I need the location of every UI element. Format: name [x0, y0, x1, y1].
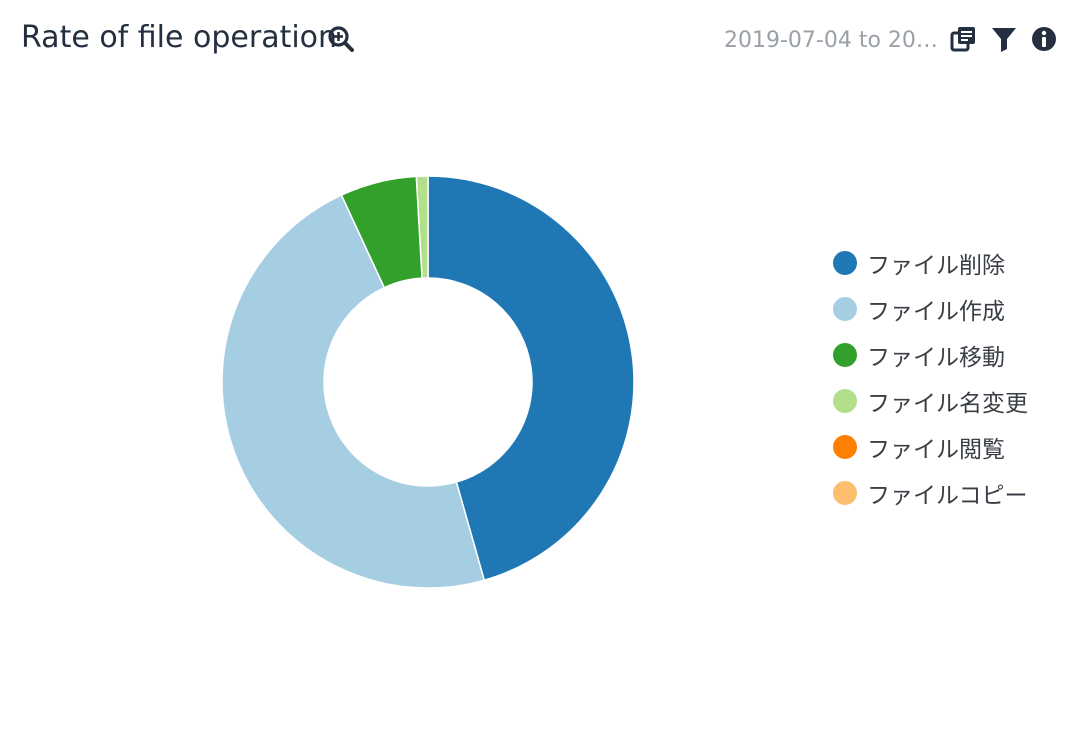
- chart-title: Rate of file operation: [21, 20, 338, 55]
- legend-label: ファイル閲覧: [867, 437, 1005, 463]
- chart-area: ファイル削除 ファイル作成 ファイル移動 ファイル名変更 ファイル閲覧 ファイルコピー: [0, 80, 1084, 736]
- legend-item[interactable]: ファイル閲覧: [833, 424, 1073, 470]
- date-range[interactable]: 2019-07-04 to 201…: [724, 28, 938, 53]
- donut-slice[interactable]: [221, 194, 486, 589]
- legend-item[interactable]: ファイル作成: [833, 286, 1073, 332]
- legend-swatch: [833, 297, 857, 321]
- legend-label: ファイル削除: [867, 253, 1005, 279]
- legend-item[interactable]: ファイル名変更: [833, 378, 1073, 424]
- info-icon[interactable]: [1030, 25, 1058, 53]
- donut-slice[interactable]: [415, 175, 429, 279]
- legend-label: ファイル名変更: [867, 391, 1028, 417]
- legend-item[interactable]: ファイルコピー: [833, 470, 1073, 516]
- legend-swatch: [833, 435, 857, 459]
- legend-label: ファイル移動: [867, 345, 1005, 371]
- legend-label: ファイル作成: [867, 299, 1005, 325]
- legend-swatch: [833, 251, 857, 275]
- donut-chart: [221, 175, 635, 589]
- legend-item[interactable]: ファイル削除: [833, 240, 1073, 286]
- chart-legend: ファイル削除 ファイル作成 ファイル移動 ファイル名変更 ファイル閲覧 ファイルコピー: [833, 240, 1073, 516]
- legend-swatch: [833, 481, 857, 505]
- legend-swatch: [833, 389, 857, 413]
- copy-icon[interactable]: [950, 25, 978, 53]
- filter-icon[interactable]: [990, 25, 1018, 53]
- legend-item[interactable]: ファイル移動: [833, 332, 1073, 378]
- legend-label: ファイルコピー: [867, 483, 1028, 509]
- donut-slice[interactable]: [427, 175, 635, 582]
- chart-header: Rate of file operation 2019-07-04 to 201…: [0, 0, 1084, 80]
- legend-swatch: [833, 343, 857, 367]
- zoom-in-icon[interactable]: [327, 25, 355, 53]
